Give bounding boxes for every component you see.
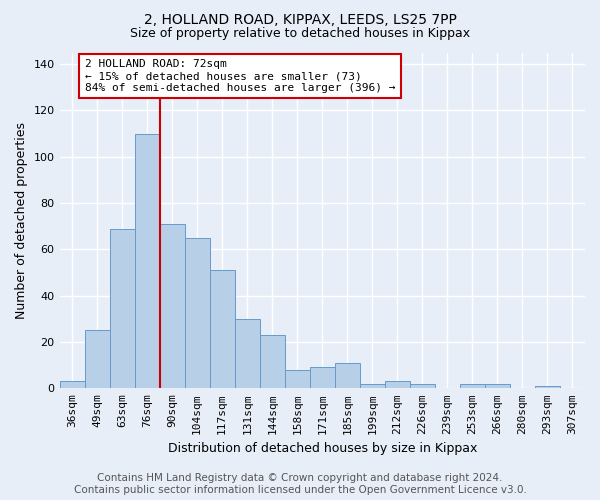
- Text: 2, HOLLAND ROAD, KIPPAX, LEEDS, LS25 7PP: 2, HOLLAND ROAD, KIPPAX, LEEDS, LS25 7PP: [143, 12, 457, 26]
- Y-axis label: Number of detached properties: Number of detached properties: [15, 122, 28, 319]
- Bar: [485, 384, 510, 388]
- Text: Contains HM Land Registry data © Crown copyright and database right 2024.
Contai: Contains HM Land Registry data © Crown c…: [74, 474, 526, 495]
- Bar: [235, 319, 260, 388]
- Bar: [160, 224, 185, 388]
- Bar: [85, 330, 110, 388]
- Bar: [310, 368, 335, 388]
- Bar: [134, 134, 160, 388]
- Text: 2 HOLLAND ROAD: 72sqm
← 15% of detached houses are smaller (73)
84% of semi-deta: 2 HOLLAND ROAD: 72sqm ← 15% of detached …: [85, 60, 395, 92]
- Bar: [460, 384, 485, 388]
- Bar: [110, 228, 134, 388]
- Bar: [285, 370, 310, 388]
- Bar: [385, 382, 410, 388]
- X-axis label: Distribution of detached houses by size in Kippax: Distribution of detached houses by size …: [167, 442, 477, 455]
- Bar: [410, 384, 435, 388]
- Bar: [335, 363, 360, 388]
- Bar: [59, 382, 85, 388]
- Bar: [209, 270, 235, 388]
- Bar: [260, 335, 285, 388]
- Text: Size of property relative to detached houses in Kippax: Size of property relative to detached ho…: [130, 28, 470, 40]
- Bar: [185, 238, 209, 388]
- Bar: [360, 384, 385, 388]
- Bar: [535, 386, 560, 388]
